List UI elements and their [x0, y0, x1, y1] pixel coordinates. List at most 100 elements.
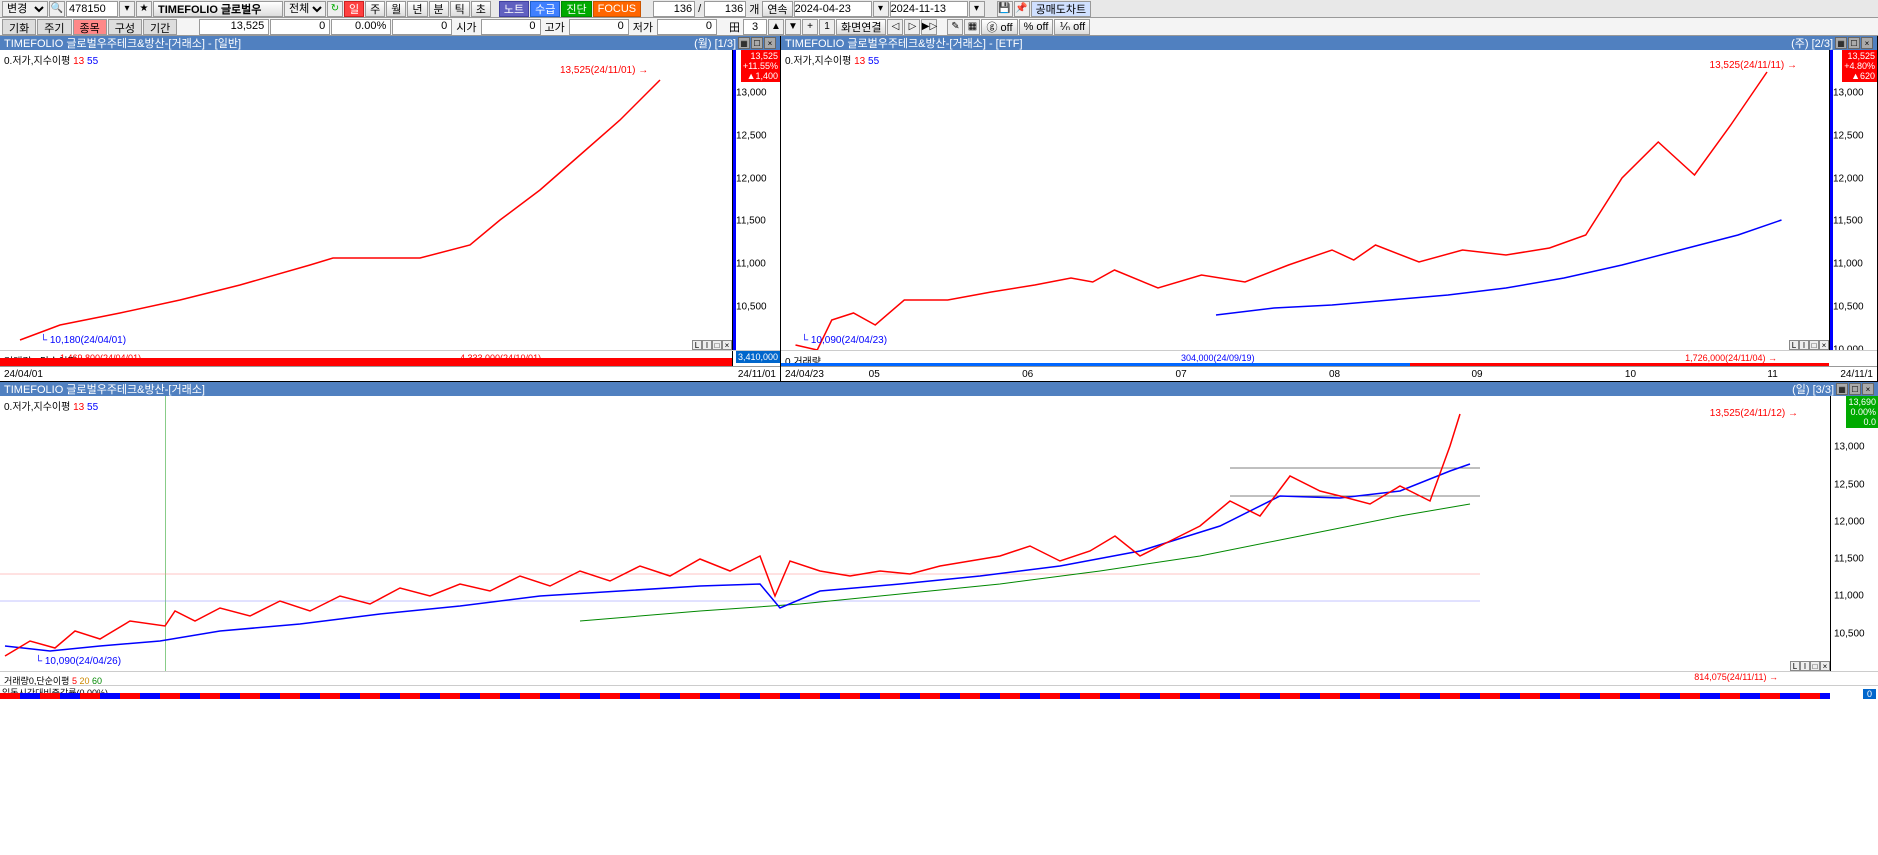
chart-btn-icon[interactable]: ▦ — [738, 37, 750, 49]
date-from-input[interactable] — [794, 1, 872, 17]
count-unit: 개 — [747, 1, 761, 17]
maximize-icon[interactable]: ☐ — [1849, 383, 1861, 395]
close-icon[interactable]: × — [764, 37, 776, 49]
count-input-2[interactable] — [704, 1, 746, 17]
mini-icon[interactable]: × — [1819, 340, 1829, 350]
mini-icon[interactable]: □ — [712, 340, 722, 350]
mini-icon[interactable]: L — [1790, 661, 1800, 671]
continuous-button[interactable]: 연속 — [762, 1, 792, 17]
vol-annotation: 814,075(24/11/11) → — [1694, 672, 1778, 682]
note-button[interactable]: 노트 — [499, 1, 529, 17]
period-day[interactable]: 일 — [344, 1, 364, 17]
dropdown-icon[interactable]: ▾ — [969, 1, 985, 17]
mini-icon[interactable]: L — [692, 340, 702, 350]
tab-range[interactable]: 기간 — [143, 19, 177, 35]
x-tick: 07 — [1176, 369, 1187, 380]
stock-code-input[interactable] — [66, 1, 118, 17]
log-off-button[interactable]: ⅟ₙ off — [1054, 19, 1090, 35]
mini-icon[interactable]: I — [1799, 340, 1809, 350]
pct-off-button[interactable]: % off — [1019, 19, 1054, 35]
grid-label: 田 — [727, 19, 742, 35]
diag-button[interactable]: 진단 — [561, 1, 591, 17]
extra-badge: 0 — [1863, 689, 1876, 699]
star-icon[interactable]: ★ — [136, 1, 152, 17]
mini-icon[interactable]: L — [1789, 340, 1799, 350]
tab-config[interactable]: 구성 — [108, 19, 142, 35]
link-button[interactable]: 화면연결 — [836, 19, 886, 35]
open-value: 0 — [481, 19, 541, 35]
chart-title: TIMEFOLIO 글로벌우주테크&방산-[거래소] - [ETF] — [785, 35, 1023, 51]
pin-icon[interactable]: 📌 — [1014, 1, 1030, 17]
count-input-1[interactable] — [653, 1, 695, 17]
period-min[interactable]: 분 — [429, 1, 449, 17]
chart-btn-icon[interactable]: ▦ — [1836, 383, 1848, 395]
mini-icon[interactable]: □ — [1809, 340, 1819, 350]
stock-name: TIMEFOLIO 글로벌우 — [153, 1, 283, 17]
high-annotation: 13,525(24/11/01) → — [560, 65, 648, 76]
chart-btn-icon[interactable]: ▦ — [1835, 37, 1847, 49]
period-week[interactable]: 주 — [365, 1, 385, 17]
mini-icon[interactable]: × — [722, 340, 732, 350]
chart-body[interactable]: 0.저가,지수이평 13 55 13,525(24/11/01) → └ 10,… — [0, 50, 780, 350]
mini-icon[interactable]: I — [1800, 661, 1810, 671]
dropdown-icon[interactable]: ▾ — [119, 1, 135, 17]
grid-icon[interactable]: ▦ — [964, 19, 980, 35]
search-icon[interactable]: 🔍 — [49, 1, 65, 17]
tab-init[interactable]: 기화 — [2, 19, 36, 35]
mini-icon[interactable]: × — [1820, 661, 1830, 671]
mini-icon[interactable]: □ — [1810, 661, 1820, 671]
maximize-icon[interactable]: ☐ — [1848, 37, 1860, 49]
refresh-icon[interactable]: ↻ — [327, 1, 343, 17]
one-icon[interactable]: 1 — [819, 19, 835, 35]
period-year[interactable]: 년 — [407, 1, 427, 17]
scope-select[interactable]: 전체 — [284, 1, 326, 17]
vol-badge: 3,410,000 — [736, 351, 780, 363]
x-tick: 08 — [1329, 369, 1340, 380]
plus-icon[interactable]: + — [802, 19, 818, 35]
grid-down-icon[interactable]: ▼ — [785, 19, 801, 35]
high-label: 고가 — [542, 19, 568, 35]
sub-toolbar: 기화 주기 종목 구성 기간 13,525 0 0.00% 0 시가 0 고가 … — [0, 18, 1878, 36]
grid-up-icon[interactable]: ▲ — [768, 19, 784, 35]
nav-prev-icon[interactable]: ▷ — [904, 19, 920, 35]
chart-panel-daily: TIMEFOLIO 글로벌우주테크&방산-[거래소] (일) [3/3] ▦ ☐… — [0, 381, 1878, 699]
chart-tag: (주) [2/3] — [1791, 35, 1833, 51]
close-icon[interactable]: × — [1862, 383, 1874, 395]
high-annotation: 13,525(24/11/12) → — [1710, 408, 1798, 419]
chart-body[interactable]: 0.저가,지수이평 13 55 13,525(24/11/11) → └ 10,… — [781, 50, 1877, 350]
low-value: 0 — [657, 19, 717, 35]
maximize-icon[interactable]: ☐ — [751, 37, 763, 49]
chart-tag: (월) [1/3] — [694, 35, 736, 51]
price-badge: 13,690 0.00% 0.0 — [1846, 396, 1878, 428]
period-month[interactable]: 월 — [386, 1, 406, 17]
slash-label: / — [696, 3, 703, 15]
save-icon[interactable]: 💾 — [997, 1, 1013, 17]
period-tick[interactable]: 틱 — [450, 1, 470, 17]
volume-panel[interactable]: 거래량0,단순이평 5 20 60 1,469,800(24/04/01) 4,… — [0, 350, 780, 366]
chart-body[interactable]: 0.저가,지수이평 13 55 13,525(24/11/12) → └ 10,… — [0, 396, 1878, 671]
x-tick: 24/11/01 — [738, 369, 776, 380]
close-icon[interactable]: × — [1861, 37, 1873, 49]
tab-stock[interactable]: 종목 — [73, 19, 107, 35]
grid-input[interactable] — [743, 19, 767, 35]
nav-first-icon[interactable]: ◁ — [887, 19, 903, 35]
mini-icon[interactable]: I — [702, 340, 712, 350]
dropdown-icon[interactable]: ▾ — [873, 1, 889, 17]
date-to-input[interactable] — [890, 1, 968, 17]
supply-button[interactable]: 수급 — [530, 1, 560, 17]
high-value: 0 — [569, 19, 629, 35]
extra-panel[interactable]: 일동시간대비증감률(0.00%) 0 — [0, 685, 1878, 699]
x-tick: 24/04/23 — [785, 369, 824, 380]
nav-play-icon[interactable]: ▶▷ — [921, 19, 937, 35]
mode-select[interactable]: 변경 — [2, 1, 48, 17]
short-chart-button[interactable]: 공매도차트 — [1031, 1, 1092, 17]
period-sec[interactable]: 초 — [471, 1, 491, 17]
g-off-button[interactable]: ⓖ off — [981, 19, 1017, 35]
tab-period[interactable]: 주기 — [37, 19, 71, 35]
chart-title: TIMEFOLIO 글로벌우주테크&방산-[거래소] - [일반] — [4, 35, 241, 51]
chart-svg — [0, 50, 733, 350]
focus-button[interactable]: FOCUS — [593, 1, 642, 17]
volume-panel[interactable]: 0.거래량 304,000(24/09/19) 1,726,000(24/11/… — [781, 350, 1877, 366]
volume-panel[interactable]: 거래량0,단순이평 5 20 60 814,075(24/11/11) → — [0, 671, 1878, 685]
pencil-icon[interactable]: ✎ — [947, 19, 963, 35]
